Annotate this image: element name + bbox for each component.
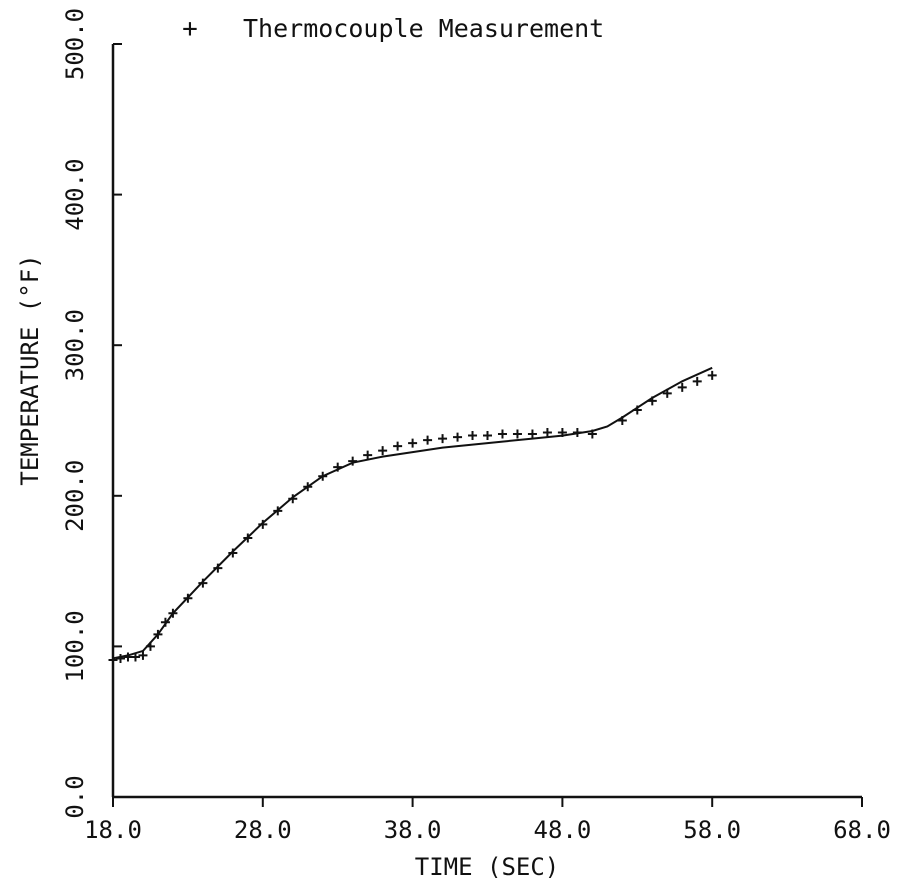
- y-tick-label: 200.0: [61, 460, 89, 532]
- data-point: [423, 435, 433, 445]
- data-point: [647, 396, 657, 406]
- y-axis-ticks: 0.0 100.0 200.0 300.0 400.0 500.0: [61, 8, 122, 819]
- series-line: [112, 366, 713, 660]
- data-point: [393, 441, 403, 451]
- y-tick-label: 100.0: [61, 610, 89, 682]
- data-point: [183, 593, 193, 603]
- legend: + Thermocouple Measurement: [182, 14, 604, 44]
- data-point: [145, 641, 155, 651]
- y-tick-label: 400.0: [61, 158, 89, 230]
- y-axis-label: TEMPERATURE (°F): [16, 254, 44, 485]
- data-point: [258, 519, 268, 529]
- data-point: [115, 653, 125, 663]
- data-point: [453, 432, 463, 442]
- data-point: [213, 563, 223, 573]
- data-point: [542, 428, 552, 438]
- data-point: [468, 431, 478, 441]
- x-tick-label: 58.0: [683, 816, 741, 844]
- data-point: [108, 655, 118, 665]
- data-point: [438, 434, 448, 444]
- data-point: [378, 446, 388, 456]
- x-tick-label: 68.0: [833, 816, 891, 844]
- data-point: [303, 482, 313, 492]
- series-layer: [108, 366, 717, 665]
- x-axis-label: TIME (SEC): [415, 853, 560, 881]
- data-point: [408, 438, 418, 448]
- data-point: [168, 608, 178, 618]
- data-point: [572, 428, 582, 438]
- data-point: [707, 370, 717, 380]
- data-point: [198, 578, 208, 588]
- y-tick-label: 300.0: [61, 309, 89, 381]
- data-point: [512, 429, 522, 439]
- x-tick-label: 28.0: [234, 816, 292, 844]
- x-tick-label: 48.0: [534, 816, 592, 844]
- data-point: [348, 456, 358, 466]
- data-point: [632, 405, 642, 415]
- y-tick-label: 0.0: [61, 775, 89, 818]
- data-point: [243, 533, 253, 543]
- y-tick-label: 500.0: [61, 8, 89, 80]
- data-point: [677, 382, 687, 392]
- data-point: [130, 652, 140, 662]
- data-point: [288, 494, 298, 504]
- x-tick-label: 18.0: [84, 816, 142, 844]
- data-point: [160, 617, 170, 627]
- data-point: [527, 429, 537, 439]
- data-point: [483, 431, 492, 441]
- data-point: [497, 429, 507, 439]
- data-point: [273, 506, 283, 516]
- series-markers: [108, 370, 717, 665]
- data-point: [617, 416, 627, 425]
- x-axis-ticks: 18.0 28.0 38.0 48.0 58.0 68.0: [84, 797, 891, 844]
- data-point: [557, 428, 567, 438]
- data-point: [318, 471, 328, 481]
- legend-marker: +: [182, 14, 198, 44]
- data-point: [692, 376, 702, 386]
- data-point: [587, 429, 597, 439]
- data-point: [138, 650, 148, 660]
- data-point: [363, 450, 373, 460]
- data-point: [333, 462, 343, 472]
- x-tick-label: 38.0: [384, 816, 442, 844]
- data-point: [228, 548, 238, 558]
- data-point: [153, 629, 163, 639]
- axes: [111, 44, 862, 799]
- data-point: [662, 388, 672, 398]
- legend-label: Thermocouple Measurement: [243, 14, 604, 43]
